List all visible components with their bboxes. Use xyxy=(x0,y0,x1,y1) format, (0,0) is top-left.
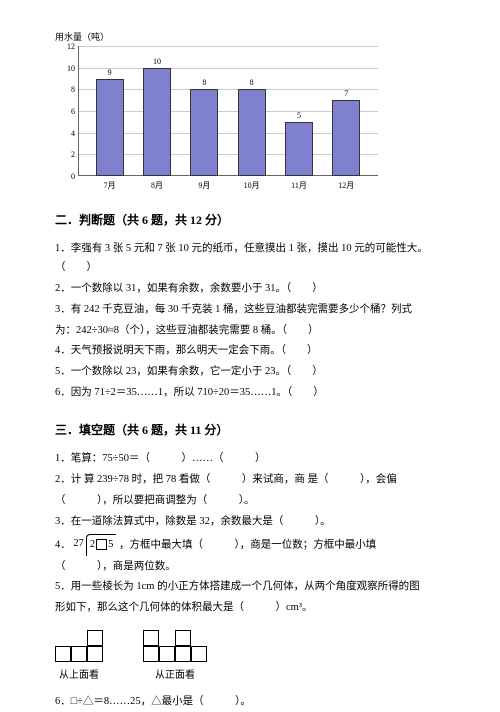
question-2-3b: 为：242÷30≈8（个），这些豆油都装完需要 8 桶。（ ） xyxy=(55,322,445,341)
question-3-2b: （ ），所以要把商调整为（ ）。 xyxy=(55,492,445,511)
top-view-figure: 从上面看 xyxy=(55,630,103,681)
question-3-4: 4． 27 25 ，方框中最大填（ ），商是一位数；方框中最小填 xyxy=(55,534,445,556)
top-view-label: 从上面看 xyxy=(59,666,99,681)
q4-suffix: ，方框中最大填（ ），商是一位数；方框中最小填 xyxy=(119,539,376,550)
question-2-4: 4．天气预报说明天下雨，那么明天一定会下雨。（ ） xyxy=(55,342,445,361)
front-view-grid xyxy=(143,630,207,662)
question-3-6: 6．□÷△＝8……25，△最小是（ ）。 xyxy=(55,693,445,712)
long-division-box: 27 25 xyxy=(73,534,116,556)
front-view-figure: 从正面看 xyxy=(143,630,207,681)
chart-y-axis-label: 用水量（吨） xyxy=(55,30,445,43)
blank-square xyxy=(96,539,107,550)
question-3-1: 1．笔算：75÷50＝（ ）……（ ） xyxy=(55,450,445,469)
top-view-grid xyxy=(55,630,103,662)
dividend: 25 xyxy=(86,534,117,556)
front-view-label: 从正面看 xyxy=(155,666,195,681)
question-3-3: 3．在一道除法算式中，除数是 32，余数最大是（ ）。 xyxy=(55,513,445,532)
question-3-4c: （ ），商是两位数。 xyxy=(55,558,445,577)
section-3-title: 三．填空题（共 6 题，共 11 分） xyxy=(55,421,445,438)
question-2-6: 6．因为 71÷2＝35……1，所以 710÷20＝35……1。（ ） xyxy=(55,384,445,403)
question-3-2a: 2．计 算 239÷78 时，把 78 看做（ ）来试商，商 是（ ），会偏 xyxy=(55,471,445,490)
question-2-2: 2．一个数除以 31，如果有余数，余数要小于 31。（ ） xyxy=(55,280,445,299)
chart-bars: 9108857 xyxy=(78,46,378,176)
chart-x-labels: 7月8月9月10月11月12月 xyxy=(78,180,378,191)
question-3-5b: 形如下，那么这个几何体的体积最大是（ ）cm³。 xyxy=(55,599,445,618)
question-3-5a: 5．用一些棱长为 1cm 的小正方体搭建成一个几何体，从两个角度观察所得的图 xyxy=(55,578,445,597)
chart-area: 024681012 9108857 7月8月9月10月11月12月 xyxy=(60,46,380,191)
divisor: 27 xyxy=(73,535,84,554)
figure-row: 从上面看 从正面看 xyxy=(55,630,445,681)
question-2-5: 5．一个数除以 23，如果有余数，它一定小于 23。（ ） xyxy=(55,363,445,382)
q4-prefix: 4． xyxy=(55,539,71,550)
question-2-1: 1．李强有 3 张 5 元和 7 张 10 元的纸币，任意摸出 1 张，摸出 1… xyxy=(55,240,445,278)
section-2-title: 二．判断题（共 6 题，共 12 分） xyxy=(55,211,445,228)
bar-chart: 用水量（吨） 024681012 9108857 7月8月9月10月11月12月 xyxy=(55,30,445,191)
question-2-3a: 3．有 242 千克豆油，每 30 千克装 1 桶，这些豆油都装完需要多少个桶？… xyxy=(55,301,445,320)
